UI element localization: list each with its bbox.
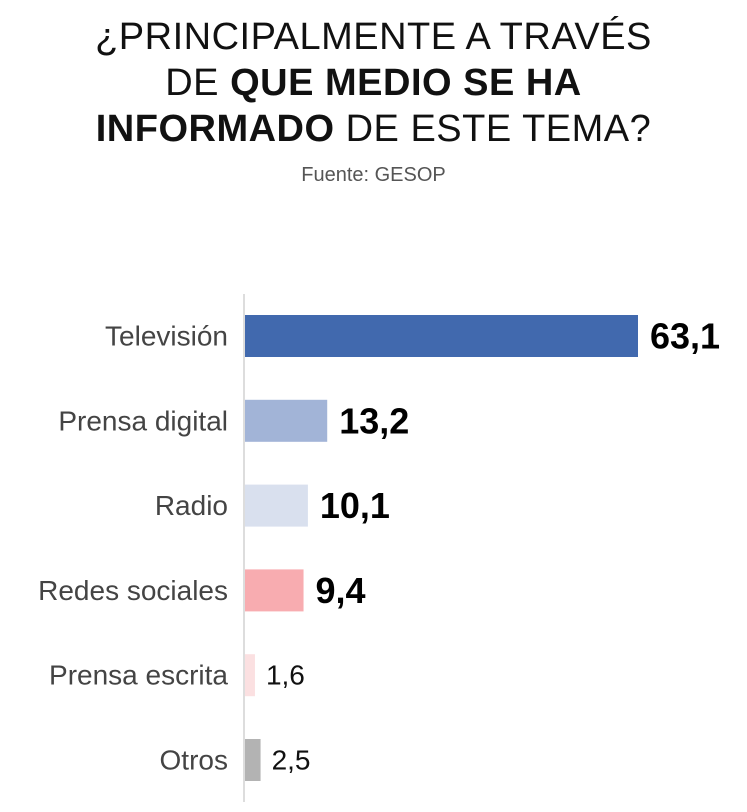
bar [245,315,638,357]
title-line-2-bold: QUE MEDIO SE HA [230,62,582,104]
value-label: 9,4 [316,570,366,611]
title-line-3-bold: INFORMADO [95,108,335,150]
category-label: Prensa escrita [49,660,228,691]
bar [245,399,328,442]
title-line-1: ¿PRINCIPALMENTE A TRAVÉS [95,16,652,58]
title-line-2: DE QUE MEDIO SE HA [0,60,747,106]
title-line-3-regular: DE ESTE TEMA? [334,108,652,150]
category-label: Otros [160,745,228,776]
bar [245,654,255,697]
source-note: Fuente: GESOP [301,164,446,186]
category-label: Radio [155,490,228,521]
value-label: 13,2 [339,400,409,441]
title-line-2-regular: DE [165,62,231,104]
category-label: Televisión [105,321,228,352]
value-label: 1,6 [266,660,305,691]
category-label: Redes sociales [38,575,228,606]
value-label: 2,5 [272,745,311,776]
chart-title: ¿PRINCIPALMENTE A TRAVÉS DE QUE MEDIO SE… [0,14,747,152]
bar [245,569,304,612]
value-label: 10,1 [320,485,390,526]
value-label: 63,1 [650,316,720,357]
bar [245,739,261,781]
title-line-3: INFORMADO DE ESTE TEMA? [0,106,747,152]
bar [245,484,308,527]
category-label: Prensa digital [58,405,228,436]
